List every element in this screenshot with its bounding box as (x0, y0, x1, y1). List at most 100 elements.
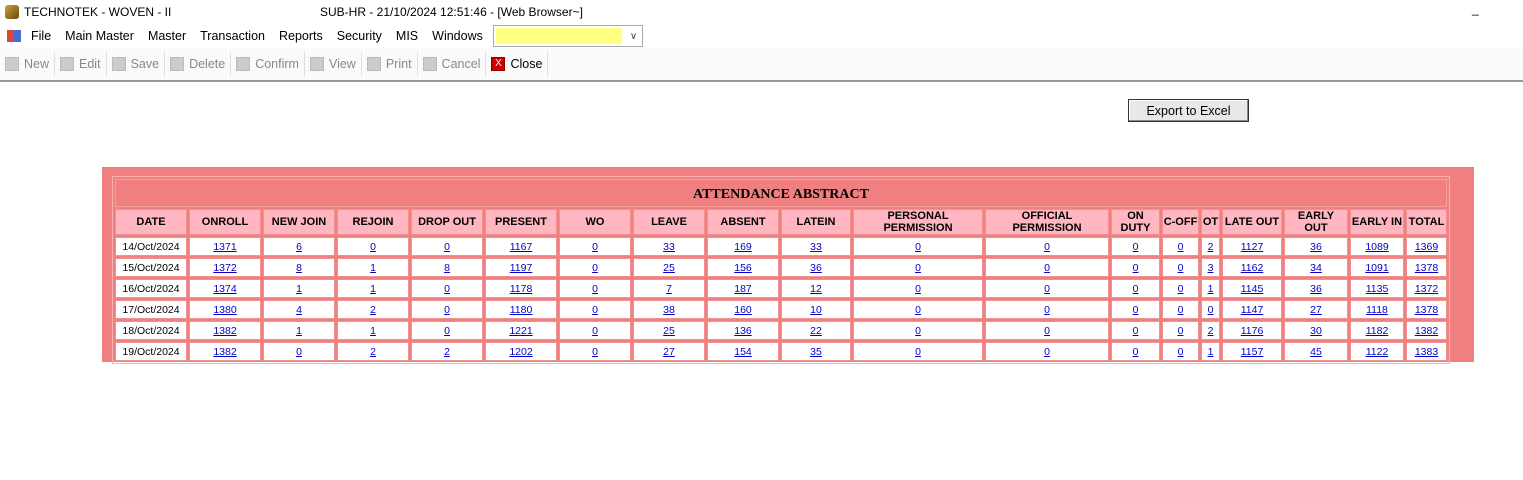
count-link[interactable]: 0 (592, 324, 598, 337)
cell-c-off[interactable]: 0 (1162, 300, 1199, 319)
count-link[interactable]: 0 (1132, 324, 1139, 337)
cell-absent[interactable]: 187 (707, 279, 779, 298)
cell-absent[interactable]: 154 (707, 342, 779, 361)
cell-official-permission[interactable]: 0 (985, 258, 1109, 277)
count-link[interactable]: 0 (592, 303, 598, 316)
count-link[interactable]: 0 (1177, 240, 1184, 253)
cell-absent[interactable]: 169 (707, 237, 779, 256)
cell-on-duty[interactable]: 0 (1111, 300, 1160, 319)
cell-early-in[interactable]: 1135 (1350, 279, 1404, 298)
cell-total[interactable]: 1382 (1406, 321, 1447, 340)
cell-official-permission[interactable]: 0 (985, 342, 1109, 361)
count-link[interactable]: 2 (444, 345, 450, 358)
count-link[interactable]: 0 (296, 345, 302, 358)
cell-leave[interactable]: 25 (633, 321, 705, 340)
count-link[interactable]: 4 (296, 303, 302, 316)
cell-total[interactable]: 1372 (1406, 279, 1447, 298)
count-link[interactable]: 27 (1310, 303, 1322, 316)
cell-new-join[interactable]: 6 (263, 237, 335, 256)
count-link[interactable]: 0 (915, 345, 921, 358)
count-link[interactable]: 1162 (1240, 261, 1264, 274)
count-link[interactable]: 36 (810, 261, 822, 274)
menu-master[interactable]: Master (147, 29, 187, 43)
count-link[interactable]: 0 (1132, 303, 1139, 316)
count-link[interactable]: 0 (592, 240, 598, 253)
cell-wo[interactable]: 0 (559, 321, 631, 340)
cell-rejoin[interactable]: 2 (337, 300, 409, 319)
count-link[interactable]: 0 (915, 282, 921, 295)
cell-new-join[interactable]: 1 (263, 279, 335, 298)
cell-onroll[interactable]: 1371 (189, 237, 261, 256)
cell-wo[interactable]: 0 (559, 342, 631, 361)
cell-early-in[interactable]: 1091 (1350, 258, 1404, 277)
count-link[interactable]: 1382 (213, 345, 237, 358)
menu-mis[interactable]: MIS (395, 29, 419, 43)
menu-main-master[interactable]: Main Master (65, 29, 134, 43)
count-link[interactable]: 1180 (509, 303, 533, 316)
count-link[interactable]: 1221 (509, 324, 533, 337)
count-link[interactable]: 0 (1044, 345, 1050, 358)
count-link[interactable]: 33 (810, 240, 822, 253)
cell-new-join[interactable]: 8 (263, 258, 335, 277)
cell-onroll[interactable]: 1380 (189, 300, 261, 319)
count-link[interactable]: 0 (444, 282, 450, 295)
cell-total[interactable]: 1383 (1406, 342, 1447, 361)
cell-drop-out[interactable]: 0 (411, 237, 483, 256)
count-link[interactable]: 1157 (1240, 345, 1264, 358)
cell-leave[interactable]: 25 (633, 258, 705, 277)
count-link[interactable]: 0 (1132, 240, 1139, 253)
cell-absent[interactable]: 160 (707, 300, 779, 319)
new-button[interactable]: New (0, 52, 56, 76)
view-button[interactable]: View (305, 52, 362, 76)
count-link[interactable]: 8 (444, 261, 450, 274)
cell-ot[interactable]: 0 (1201, 300, 1220, 319)
cell-drop-out[interactable]: 2 (411, 342, 483, 361)
cell-wo[interactable]: 0 (559, 279, 631, 298)
count-link[interactable]: 30 (1310, 324, 1322, 337)
cell-present[interactable]: 1221 (485, 321, 557, 340)
menu-reports[interactable]: Reports (278, 29, 323, 43)
cell-on-duty[interactable]: 0 (1111, 279, 1160, 298)
count-link[interactable]: 0 (1044, 240, 1050, 253)
cell-official-permission[interactable]: 0 (985, 321, 1109, 340)
cell-rejoin[interactable]: 1 (337, 258, 409, 277)
cell-personal-permission[interactable]: 0 (853, 258, 983, 277)
print-button[interactable]: Print (362, 52, 418, 76)
count-link[interactable]: 0 (1044, 324, 1050, 337)
cell-personal-permission[interactable]: 0 (853, 237, 983, 256)
count-link[interactable]: 2 (1207, 240, 1214, 253)
cell-c-off[interactable]: 0 (1162, 258, 1199, 277)
count-link[interactable]: 1 (370, 261, 376, 274)
cell-c-off[interactable]: 0 (1162, 237, 1199, 256)
count-link[interactable]: 0 (1177, 303, 1184, 316)
count-link[interactable]: 0 (1177, 324, 1184, 337)
count-link[interactable]: 160 (734, 303, 752, 316)
count-link[interactable]: 1382 (213, 324, 237, 337)
count-link[interactable]: 1382 (1414, 324, 1439, 337)
cell-onroll[interactable]: 1374 (189, 279, 261, 298)
count-link[interactable]: 1145 (1240, 282, 1264, 295)
count-link[interactable]: 1176 (1240, 324, 1264, 337)
cell-late-out[interactable]: 1127 (1222, 237, 1282, 256)
menu-transaction[interactable]: Transaction (200, 29, 265, 43)
cell-rejoin[interactable]: 1 (337, 279, 409, 298)
cell-onroll[interactable]: 1382 (189, 342, 261, 361)
count-link[interactable]: 0 (1044, 261, 1050, 274)
cell-total[interactable]: 1378 (1406, 258, 1447, 277)
count-link[interactable]: 0 (915, 303, 921, 316)
count-link[interactable]: 1378 (1414, 261, 1439, 274)
count-link[interactable]: 1374 (213, 282, 237, 295)
count-link[interactable]: 0 (1177, 282, 1184, 295)
count-link[interactable]: 1383 (1414, 345, 1439, 358)
cell-ot[interactable]: 1 (1201, 342, 1220, 361)
cell-new-join[interactable]: 0 (263, 342, 335, 361)
count-link[interactable]: 1369 (1414, 240, 1439, 253)
count-link[interactable]: 0 (592, 345, 598, 358)
count-link[interactable]: 169 (734, 240, 752, 253)
count-link[interactable]: 45 (1310, 345, 1322, 358)
count-link[interactable]: 1182 (1365, 324, 1389, 337)
cell-leave[interactable]: 33 (633, 237, 705, 256)
count-link[interactable]: 1378 (1414, 303, 1439, 316)
count-link[interactable]: 38 (663, 303, 675, 316)
cell-latein[interactable]: 33 (781, 237, 851, 256)
